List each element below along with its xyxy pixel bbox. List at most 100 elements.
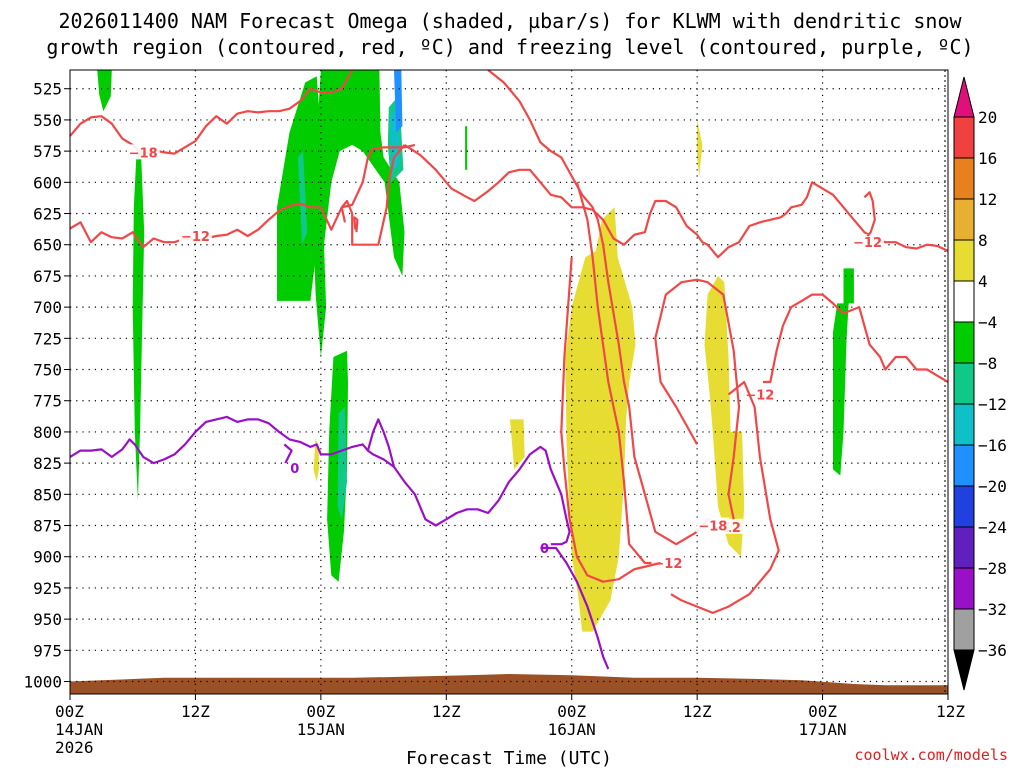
omega-region-5	[465, 126, 468, 170]
chart-title-line2: growth region (contoured, red, ºC) and f…	[46, 35, 973, 59]
colorbar-label-5: −4	[978, 313, 997, 332]
dgz-line-8	[654, 278, 741, 520]
ytick-label-550: 550	[33, 111, 62, 130]
ytick-label-875: 875	[33, 517, 62, 536]
colorbar-bin-3	[953, 239, 975, 282]
dgz-line-11	[353, 216, 359, 233]
ytick-label-1000: 1000	[23, 673, 62, 692]
ytick-label-625: 625	[33, 205, 62, 224]
freezing-line-3	[283, 443, 293, 464]
terrain-layer	[70, 674, 948, 694]
colorbar-label-6: −8	[978, 354, 997, 373]
ytick-label-950: 950	[33, 610, 62, 629]
colorbar-bin-1	[953, 157, 975, 200]
colorbar-bin-8	[953, 444, 975, 487]
xtick-label-0: 00Z	[55, 702, 84, 721]
dgz-label-6: −12	[653, 557, 682, 572]
ytick-label-925: 925	[33, 579, 62, 598]
dgz-label-bg-1	[178, 227, 212, 243]
xtick-label-48: 00Z	[557, 702, 586, 721]
colorbar-label-3: 8	[978, 231, 988, 250]
colorbar-top-arrow	[953, 76, 975, 118]
omega-region-9	[337, 407, 347, 520]
colorbar-label-9: −20	[978, 477, 1007, 496]
ytick-label-650: 650	[33, 236, 62, 255]
colorbar-bin-12	[953, 608, 975, 651]
dgz-line-9	[763, 293, 949, 384]
xtick-label-84: 12Z	[936, 702, 965, 721]
colorbar-label-4: 4	[978, 272, 988, 291]
colorbar-label-13: −36	[978, 641, 1007, 660]
dgz-label-bg-6	[651, 554, 685, 570]
xtick-label-24: 00Z	[306, 702, 335, 721]
ytick-label-825: 825	[33, 454, 62, 473]
xtick-date-24: 15JAN	[297, 720, 345, 739]
colorbar-bin-0	[953, 116, 975, 159]
colorbar-label-2: 12	[978, 190, 997, 209]
dendritic-growth-contours: −18−12−12−12−12−18−12	[69, 69, 949, 615]
colorbar-bin-10	[953, 526, 975, 569]
dgz-line-5	[487, 69, 719, 546]
gridlines	[70, 70, 948, 694]
dgz-line-1	[69, 143, 416, 249]
omega-shading	[97, 70, 854, 632]
omega-region-3	[312, 70, 405, 357]
dgz-label-bg-2	[851, 234, 884, 250]
omega-region-14	[565, 207, 636, 632]
dgz-line-6	[575, 182, 661, 565]
colorbar-label-1: 16	[978, 149, 997, 168]
y-axis-ticks: 525 550 575 600 625 650 675 700 725 750 775 800 825 8…	[23, 80, 70, 692]
omega-region-0	[97, 70, 112, 112]
omega-region-11	[394, 70, 403, 133]
colorbar-bin-7	[953, 403, 975, 446]
freezing-label-0: 0	[540, 542, 549, 557]
colorbar-bin-11	[953, 567, 975, 610]
xtick-date-48: 16JAN	[548, 720, 596, 739]
omega-region-1	[132, 144, 145, 501]
xtick-label-72: 00Z	[808, 702, 837, 721]
colorbar-label-10: −24	[978, 518, 1007, 537]
omega-region-16	[697, 119, 703, 177]
terrain-fill	[70, 674, 948, 694]
freezing-label-3: 0	[290, 462, 299, 477]
freezing-label-bg-3	[288, 460, 302, 476]
omega-region-7	[297, 151, 308, 245]
dgz-label-bg-0	[126, 144, 160, 160]
freezing-line-1	[540, 546, 610, 670]
ytick-label-575: 575	[33, 142, 62, 161]
dgz-label-1: −12	[181, 230, 210, 245]
x-axis-label: Forecast Time (UTC)	[406, 748, 612, 768]
colorbar-bottom-arrow	[953, 649, 975, 691]
dgz-line-10	[670, 380, 780, 615]
ytick-label-800: 800	[33, 423, 62, 442]
credit-link[interactable]: coolwx.com/models	[854, 746, 1008, 764]
dgz-line-4	[863, 191, 876, 237]
xtick-label-60: 12Z	[683, 702, 712, 721]
ytick-label-850: 850	[33, 485, 62, 504]
omega-region-6	[833, 268, 854, 476]
colorbar-bin-4	[953, 280, 975, 323]
omega-region-15	[704, 275, 745, 557]
omega-region-4	[327, 350, 348, 582]
omega-region-12	[313, 438, 319, 482]
plot-frame	[69, 69, 949, 695]
colorbar-label-12: −32	[978, 600, 1007, 619]
dgz-line-0	[69, 69, 354, 156]
chart-title-line1: 2026011400 NAM Forecast Omega (shaded, µ…	[58, 9, 962, 33]
dgz-line-7	[560, 257, 661, 583]
ytick-label-750: 750	[33, 361, 62, 380]
colorbar-label-7: −12	[978, 395, 1007, 414]
freezing-level-contours: 00	[69, 415, 610, 670]
xtick-year-0: 2026	[55, 738, 94, 757]
dgz-label-0: −18	[129, 146, 158, 161]
freezing-line-0	[69, 415, 571, 550]
ytick-label-525: 525	[33, 80, 62, 99]
ytick-label-900: 900	[33, 548, 62, 567]
ytick-label-700: 700	[33, 298, 62, 317]
colorbar-bin-2	[953, 198, 975, 241]
omega-region-13	[510, 419, 525, 470]
ytick-label-600: 600	[33, 173, 62, 192]
colorbar-bin-9	[953, 485, 975, 528]
ytick-label-675: 675	[33, 267, 62, 286]
